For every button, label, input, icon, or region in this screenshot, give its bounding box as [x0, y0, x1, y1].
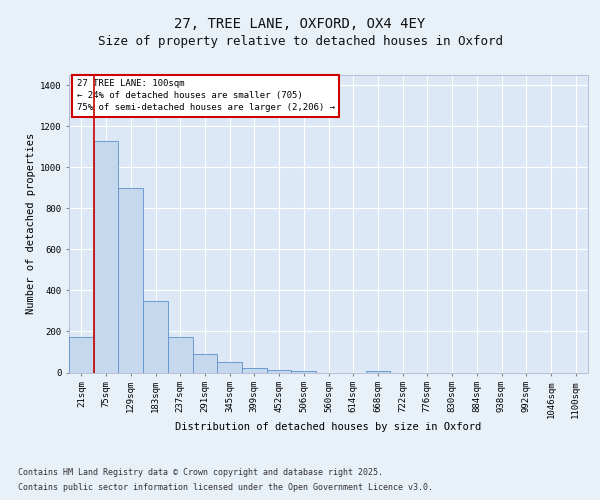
Bar — [168, 336, 193, 372]
Bar — [94, 140, 118, 372]
Bar — [267, 370, 292, 372]
Bar — [365, 371, 390, 372]
Text: Contains HM Land Registry data © Crown copyright and database right 2025.: Contains HM Land Registry data © Crown c… — [18, 468, 383, 477]
Bar — [217, 362, 242, 372]
Bar — [118, 188, 143, 372]
Text: Contains public sector information licensed under the Open Government Licence v3: Contains public sector information licen… — [18, 483, 433, 492]
Bar — [69, 336, 94, 372]
Text: Size of property relative to detached houses in Oxford: Size of property relative to detached ho… — [97, 35, 503, 48]
Text: 27 TREE LANE: 100sqm
← 24% of detached houses are smaller (705)
75% of semi-deta: 27 TREE LANE: 100sqm ← 24% of detached h… — [77, 80, 335, 112]
Bar — [143, 300, 168, 372]
Bar — [292, 371, 316, 372]
Bar — [193, 354, 217, 372]
Y-axis label: Number of detached properties: Number of detached properties — [26, 133, 35, 314]
Text: 27, TREE LANE, OXFORD, OX4 4EY: 27, TREE LANE, OXFORD, OX4 4EY — [175, 18, 425, 32]
Bar — [242, 368, 267, 372]
X-axis label: Distribution of detached houses by size in Oxford: Distribution of detached houses by size … — [175, 422, 482, 432]
